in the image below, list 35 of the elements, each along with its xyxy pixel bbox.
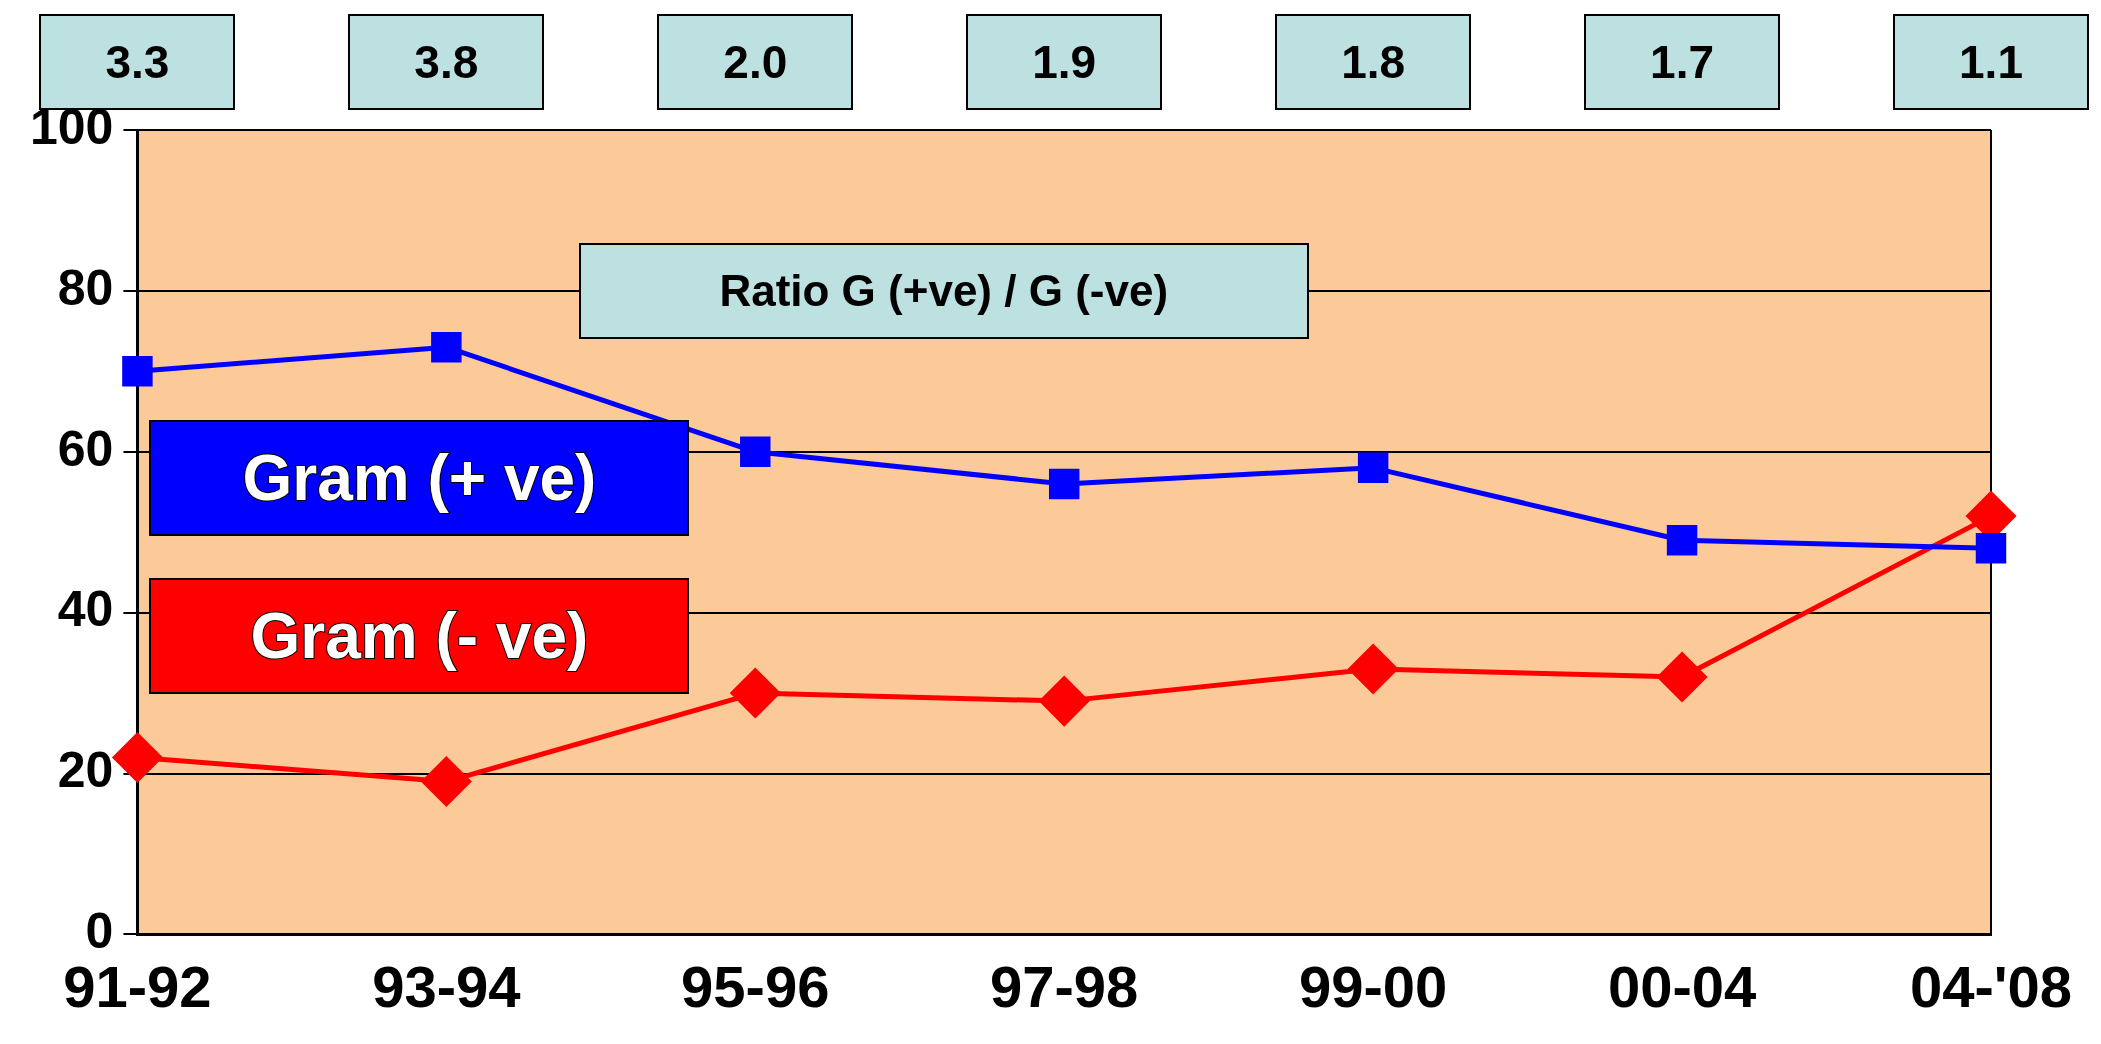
y-tick-label: 80 [57, 259, 114, 316]
point [112, 732, 162, 782]
text: 1.8 [1275, 14, 1472, 110]
x-tick-label: 99-00 [1298, 954, 1448, 1020]
point [1348, 644, 1398, 694]
point [1666, 525, 1698, 556]
y-tick-label: 20 [57, 742, 114, 799]
series-label: Gram (+ ve) [149, 419, 690, 536]
caption-box: Ratio G (+ve) / G (-ve) [578, 242, 1309, 339]
point [122, 356, 153, 387]
text: 3.8 [348, 14, 545, 110]
text: 2.0 [657, 14, 854, 110]
text: 1.9 [966, 14, 1163, 110]
point [730, 668, 780, 718]
x-tick-label: 93-94 [372, 954, 521, 1020]
y-tick-label: 100 [29, 98, 114, 155]
point [740, 436, 771, 467]
point [1357, 452, 1389, 484]
x-tick-label: 95-96 [681, 954, 830, 1020]
point [1048, 468, 1080, 500]
y-tick-label: 40 [57, 581, 114, 638]
x-tick-label: 00-04 [1607, 954, 1757, 1020]
annotation: Ratio G (+ve) / G (-ve) [719, 265, 1169, 316]
point [1657, 652, 1707, 702]
point [421, 757, 471, 807]
text: 3.3 [105, 36, 170, 88]
point [431, 331, 462, 363]
text: 1.1 [1893, 14, 2089, 110]
x-tick-label: 97-98 [990, 954, 1139, 1020]
text: 1.7 [1584, 14, 1781, 110]
point [1975, 533, 2007, 564]
x-tick-label: 04-'08 [1909, 954, 2073, 1020]
series-label: Gram (- ve) [149, 577, 690, 694]
y-tick-label: 60 [57, 420, 114, 477]
point [1039, 676, 1089, 726]
